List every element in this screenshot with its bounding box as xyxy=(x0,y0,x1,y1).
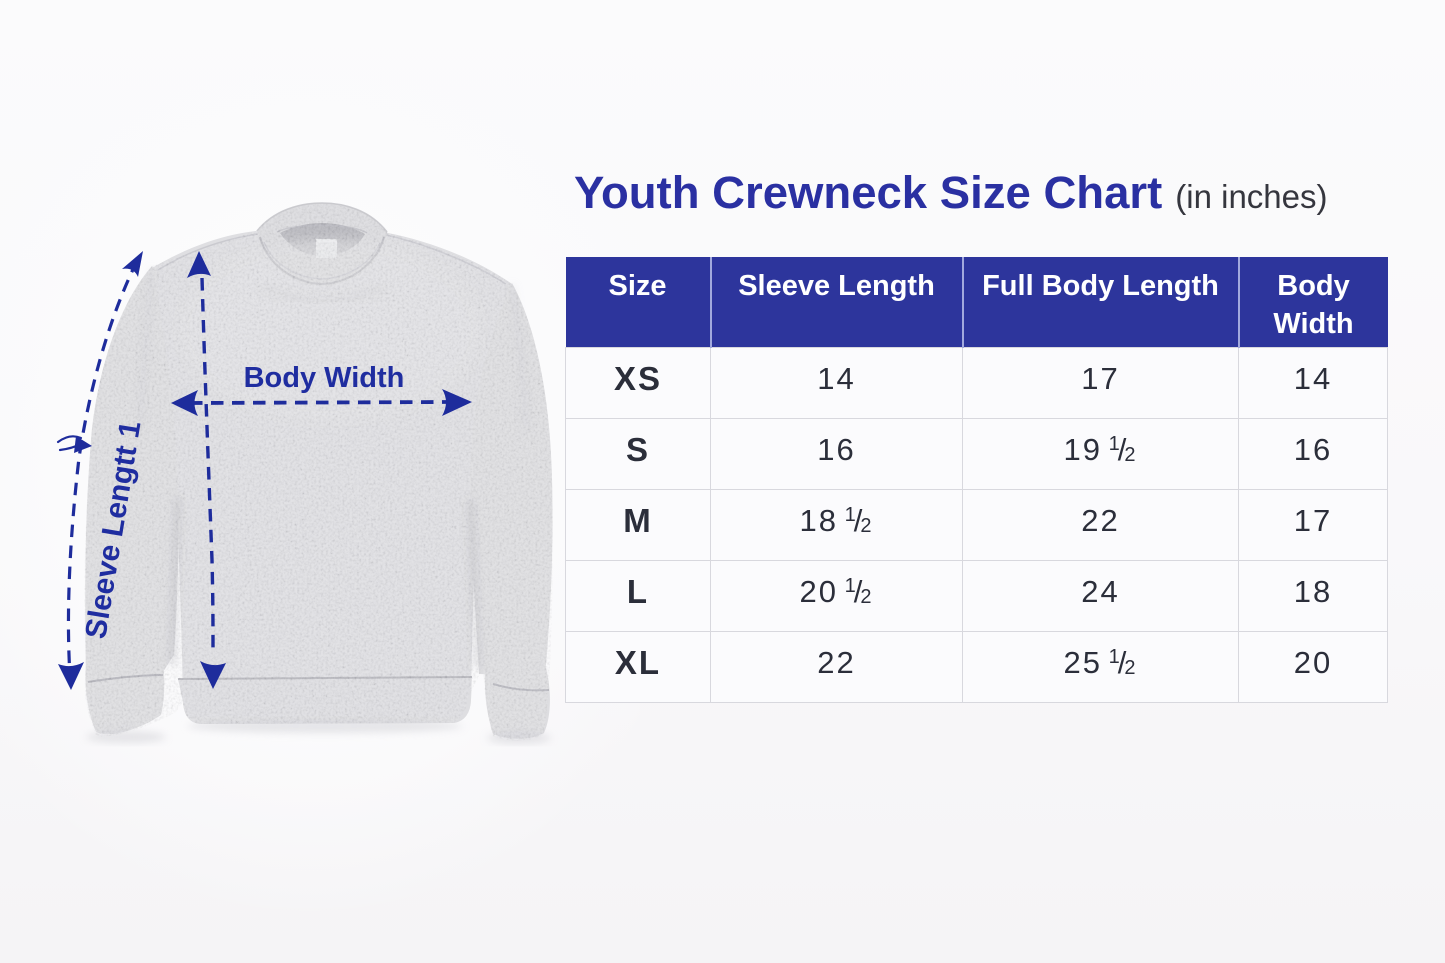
svg-text:Body Width: Body Width xyxy=(244,362,405,394)
